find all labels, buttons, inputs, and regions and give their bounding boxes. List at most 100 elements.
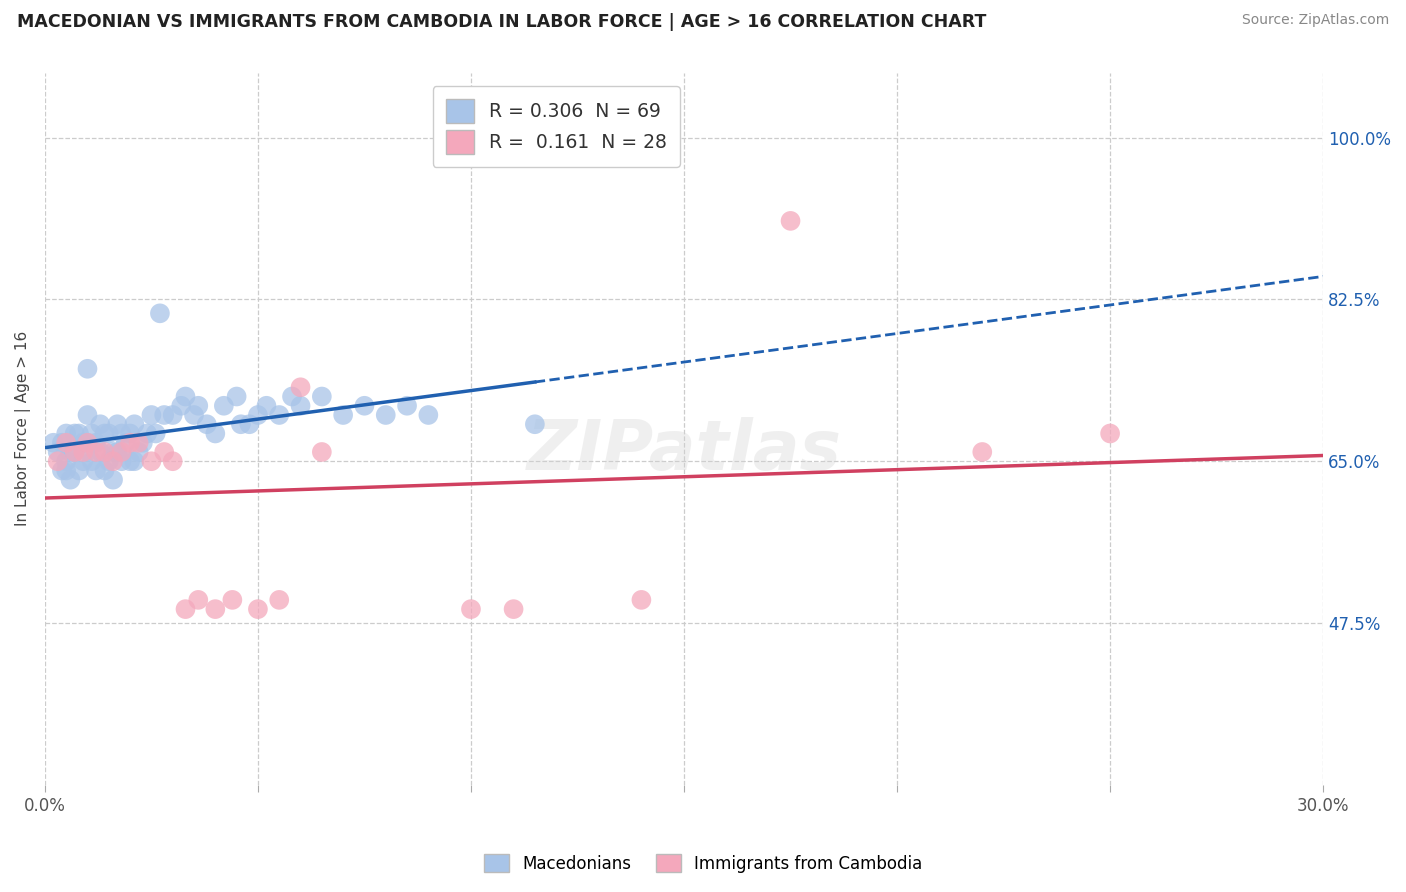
Point: [502, 602, 524, 616]
Point: [101, 473, 124, 487]
Point: [269, 408, 291, 422]
Point: [76, 435, 98, 450]
Point: [128, 435, 150, 450]
Point: [187, 593, 209, 607]
Point: [174, 602, 197, 616]
Point: [132, 435, 155, 450]
Point: [290, 380, 312, 394]
Point: [110, 445, 132, 459]
Point: [195, 417, 218, 432]
Point: [76, 361, 98, 376]
Point: [101, 445, 124, 459]
Point: [353, 399, 375, 413]
Point: [51, 435, 73, 450]
Point: [183, 408, 205, 422]
Point: [59, 445, 82, 459]
Point: [162, 408, 184, 422]
Point: [124, 454, 146, 468]
Point: [290, 399, 312, 413]
Point: [374, 408, 396, 422]
Text: MACEDONIAN VS IMMIGRANTS FROM CAMBODIA IN LABOR FORCE | AGE > 16 CORRELATION CHA: MACEDONIAN VS IMMIGRANTS FROM CAMBODIA I…: [17, 13, 986, 31]
Point: [630, 593, 652, 607]
Point: [55, 426, 77, 441]
Point: [311, 445, 333, 459]
Point: [84, 445, 107, 459]
Text: ZIPatlas: ZIPatlas: [526, 417, 842, 483]
Point: [256, 399, 278, 413]
Point: [153, 408, 176, 422]
Point: [779, 214, 801, 228]
Y-axis label: In Labor Force | Age > 16: In Labor Force | Age > 16: [15, 331, 31, 526]
Point: [72, 445, 94, 459]
Point: [67, 426, 90, 441]
Point: [110, 454, 132, 468]
Point: [238, 417, 260, 432]
Point: [55, 463, 77, 477]
Point: [124, 417, 146, 432]
Legend: R = 0.306  N = 69, R =  0.161  N = 28: R = 0.306 N = 69, R = 0.161 N = 28: [433, 86, 681, 167]
Point: [80, 454, 103, 468]
Point: [59, 473, 82, 487]
Point: [97, 426, 120, 441]
Point: [110, 426, 132, 441]
Point: [1099, 426, 1122, 441]
Point: [46, 445, 69, 459]
Point: [120, 454, 142, 468]
Point: [63, 445, 86, 459]
Point: [153, 445, 176, 459]
Point: [93, 463, 115, 477]
Point: [120, 426, 142, 441]
Point: [136, 426, 159, 441]
Point: [115, 435, 138, 450]
Point: [46, 454, 69, 468]
Point: [187, 399, 209, 413]
Point: [42, 435, 65, 450]
Point: [269, 593, 291, 607]
Point: [120, 435, 142, 450]
Point: [63, 426, 86, 441]
Text: Source: ZipAtlas.com: Source: ZipAtlas.com: [1241, 13, 1389, 28]
Point: [229, 417, 252, 432]
Point: [149, 306, 172, 320]
Point: [89, 417, 111, 432]
Point: [93, 426, 115, 441]
Point: [141, 408, 163, 422]
Point: [311, 390, 333, 404]
Point: [105, 445, 128, 459]
Point: [51, 463, 73, 477]
Point: [93, 445, 115, 459]
Point: [174, 390, 197, 404]
Point: [418, 408, 440, 422]
Point: [162, 454, 184, 468]
Point: [145, 426, 167, 441]
Point: [80, 426, 103, 441]
Point: [204, 602, 226, 616]
Point: [72, 454, 94, 468]
Point: [396, 399, 419, 413]
Point: [170, 399, 193, 413]
Point: [72, 435, 94, 450]
Point: [212, 399, 235, 413]
Point: [97, 454, 120, 468]
Point: [105, 417, 128, 432]
Point: [128, 445, 150, 459]
Point: [89, 445, 111, 459]
Point: [281, 390, 304, 404]
Point: [76, 435, 98, 450]
Point: [221, 593, 243, 607]
Point: [76, 408, 98, 422]
Point: [84, 435, 107, 450]
Point: [84, 463, 107, 477]
Point: [63, 445, 86, 459]
Point: [225, 390, 247, 404]
Point: [55, 454, 77, 468]
Point: [67, 463, 90, 477]
Point: [972, 445, 994, 459]
Point: [246, 602, 269, 616]
Point: [246, 408, 269, 422]
Point: [141, 454, 163, 468]
Point: [460, 602, 482, 616]
Point: [204, 426, 226, 441]
Point: [332, 408, 354, 422]
Legend: Macedonians, Immigrants from Cambodia: Macedonians, Immigrants from Cambodia: [477, 847, 929, 880]
